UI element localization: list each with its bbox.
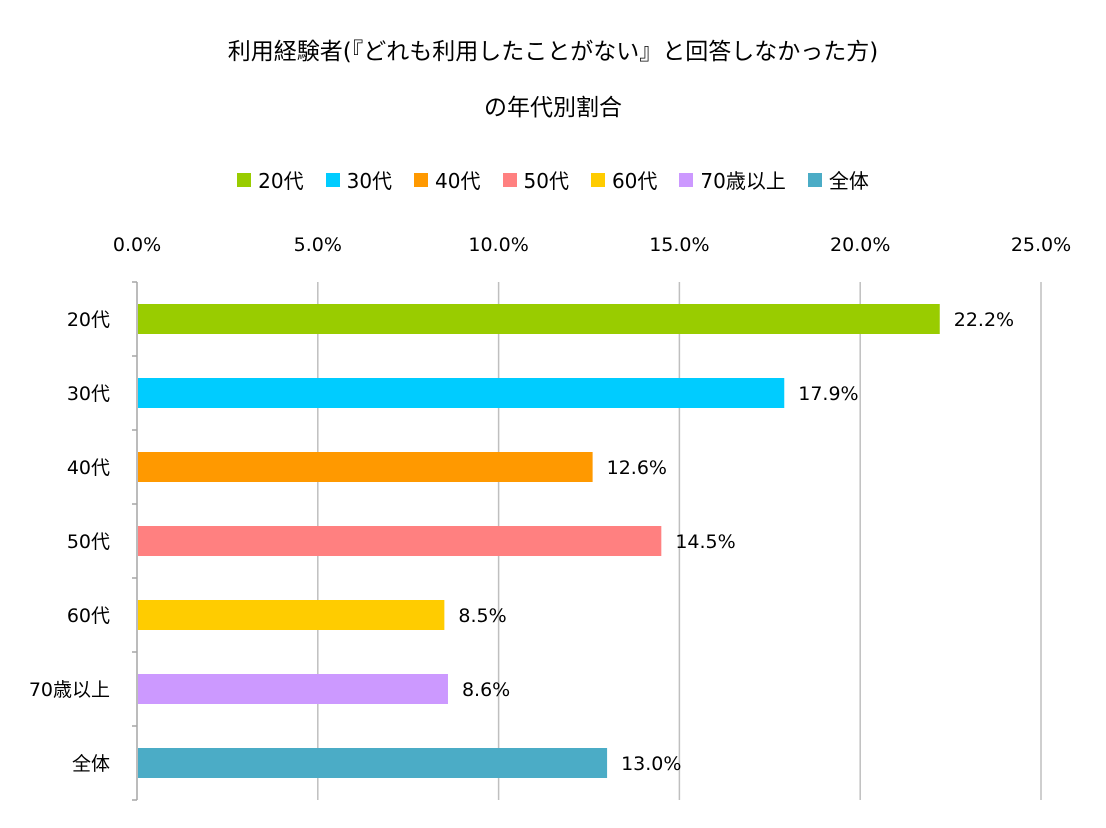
data-label: 14.5% <box>675 531 735 553</box>
chart-title-line-2: の年代別割合 <box>484 95 622 121</box>
bar <box>138 526 662 556</box>
legend-swatch <box>502 172 517 187</box>
legend-label: 20代 <box>258 169 304 193</box>
chart-title-line-1: 利用経験者(『どれも利用したことがない』と回答しなかった方) <box>227 39 879 65</box>
x-tick-label: 5.0% <box>294 234 342 256</box>
legend-swatch <box>414 172 429 187</box>
category-label: 60代 <box>67 605 110 627</box>
data-label: 17.9% <box>798 383 858 405</box>
x-tick-label: 25.0% <box>1011 234 1071 256</box>
legend-swatch <box>807 172 822 187</box>
legend-swatch <box>590 172 605 187</box>
bar <box>138 600 445 630</box>
data-label: 22.2% <box>954 309 1014 331</box>
legend-item: 20代 <box>237 165 304 194</box>
legend-item: 30代 <box>325 165 393 194</box>
x-tick-label: 20.0% <box>830 234 890 256</box>
legend-item: 40代 <box>414 165 481 194</box>
legend-item: 50代 <box>502 165 569 194</box>
legend-label: 全体 <box>828 169 869 193</box>
data-label: 8.5% <box>458 605 506 627</box>
bar <box>138 748 608 778</box>
legend-swatch <box>237 172 252 187</box>
legend-item: 60代 <box>590 165 658 194</box>
bar <box>138 674 448 704</box>
category-label: 全体 <box>72 753 110 775</box>
legend-swatch <box>679 172 694 187</box>
legend-label: 40代 <box>435 169 481 193</box>
legend-item: 70歳以上 <box>679 165 786 194</box>
bar <box>138 378 785 408</box>
category-label: 20代 <box>67 309 110 331</box>
bar <box>138 452 593 482</box>
data-label: 8.6% <box>462 679 510 701</box>
legend-label: 30代 <box>346 169 393 193</box>
legend-label: 60代 <box>611 169 658 193</box>
category-label: 30代 <box>67 383 110 405</box>
data-label: 13.0% <box>621 753 681 775</box>
bar <box>138 304 940 334</box>
category-label: 50代 <box>67 531 110 553</box>
category-label: 40代 <box>67 457 110 479</box>
legend-label: 70歳以上 <box>700 169 786 193</box>
legend-item: 全体 <box>807 165 869 194</box>
x-tick-label: 10.0% <box>468 234 528 256</box>
category-label: 70歳以上 <box>29 679 110 701</box>
legend-label: 50代 <box>523 169 569 193</box>
x-tick-label: 15.0% <box>649 234 709 256</box>
legend: 20代 30代 40代 50代 60代 70歳以上 全体 <box>0 165 1106 194</box>
data-label: 12.6% <box>607 457 667 479</box>
legend-swatch <box>325 172 340 187</box>
x-tick-label: 0.0% <box>113 234 161 256</box>
